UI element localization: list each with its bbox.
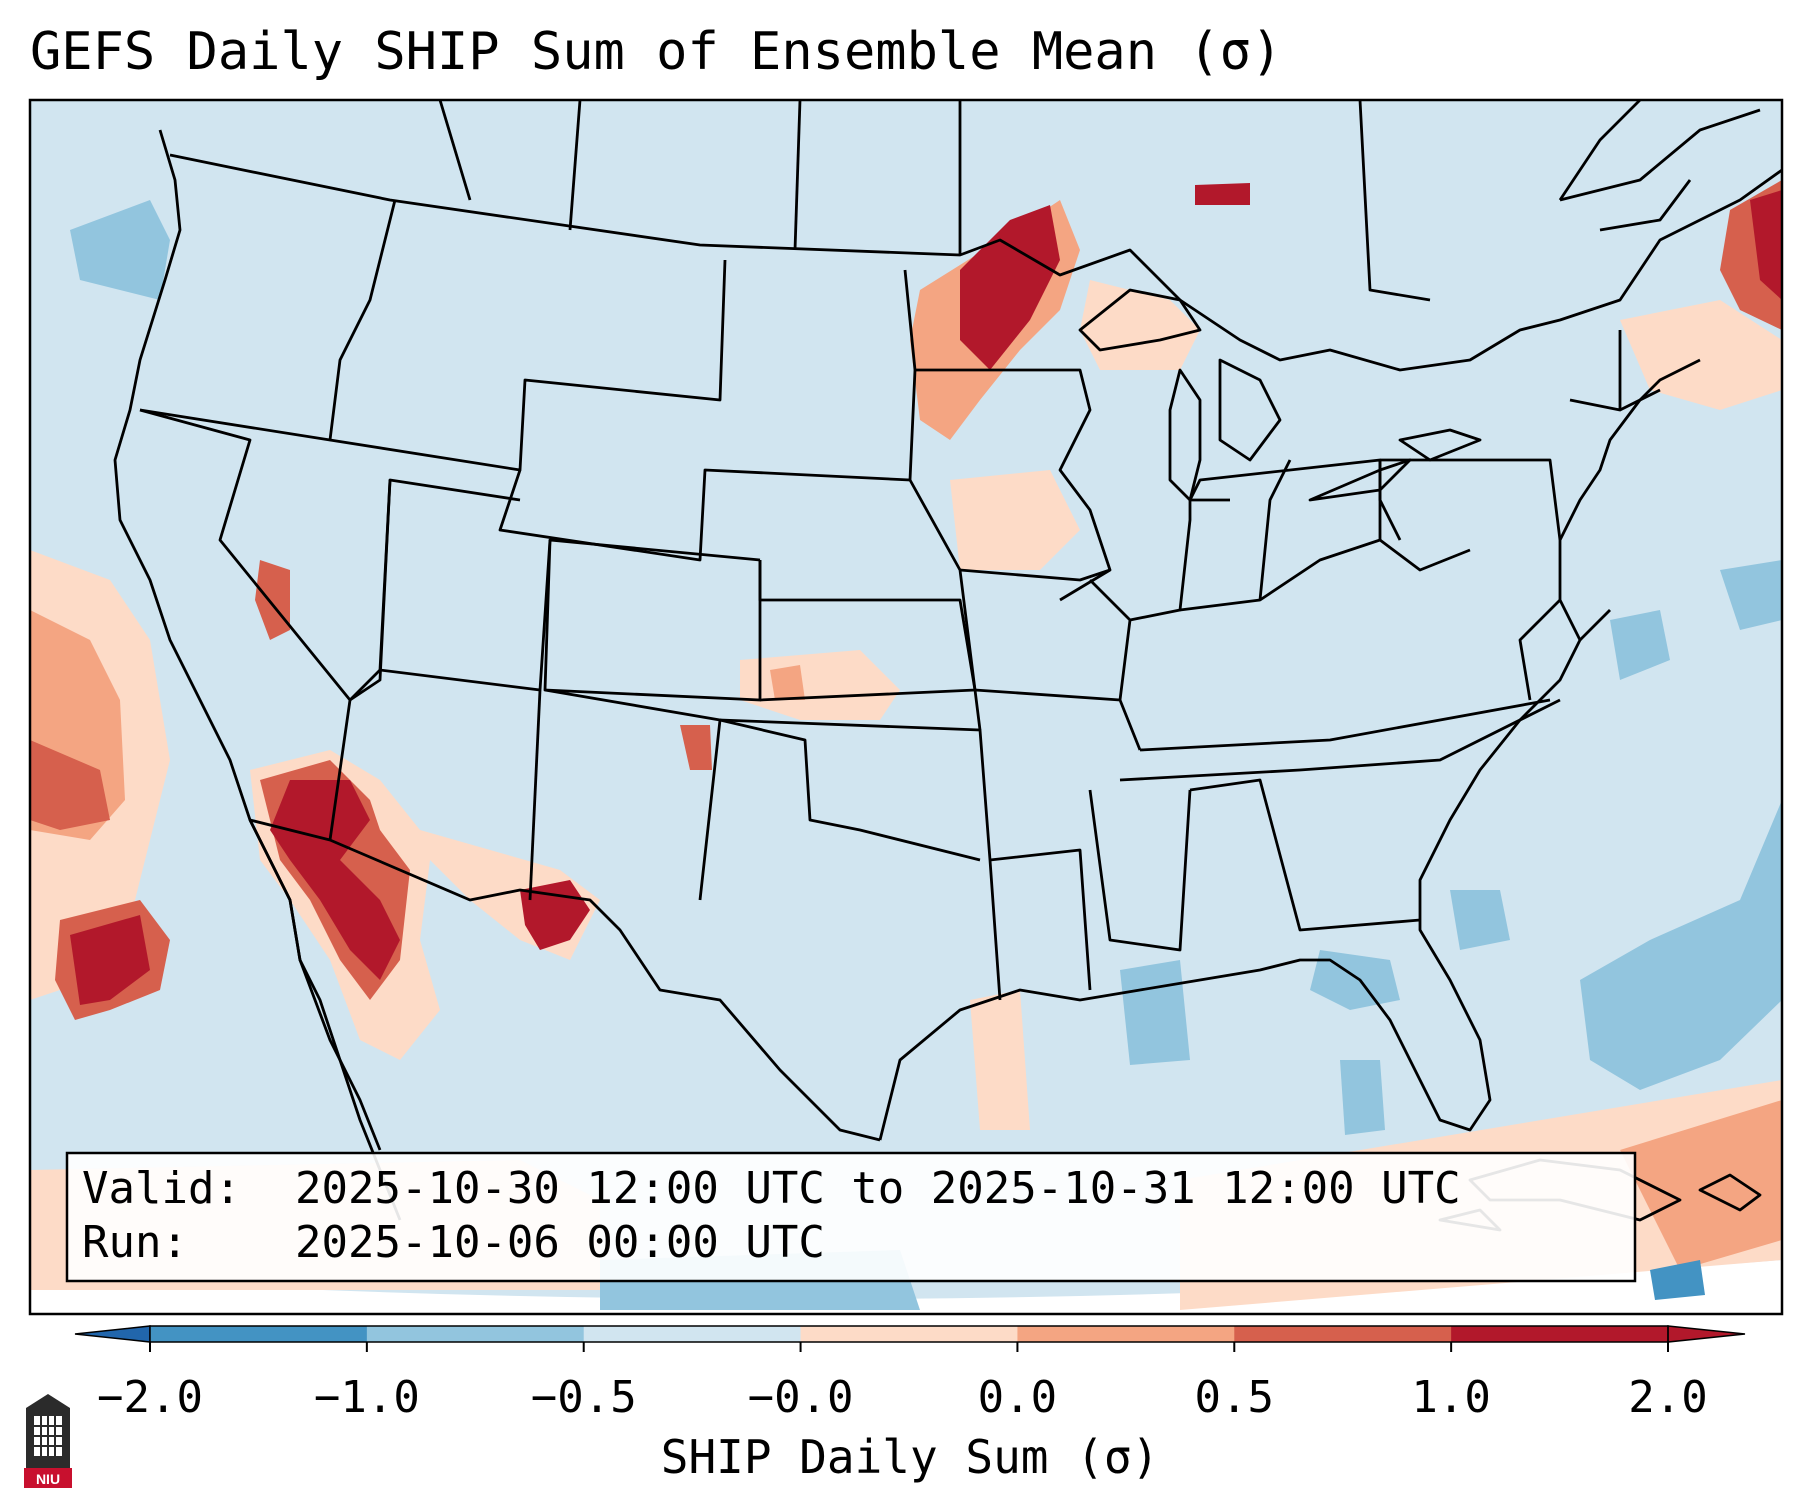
boundaries (113, 100, 1782, 1232)
west-coast (113, 129, 402, 1221)
colorbar: −2.0 −1.0 −0.5 −0.0 0.0 0.5 1.0 2.0 SHIP Daily … (74, 1325, 1746, 1484)
projection-edge (30, 1260, 1782, 1314)
map-area (30, 100, 1782, 1314)
colorbar-segment (1017, 1326, 1235, 1342)
patch-kansas (740, 650, 900, 720)
colorbar-tick-label: −0.5 (531, 1372, 637, 1423)
run-label: Run: (82, 1217, 188, 1268)
patch-nevada (255, 560, 290, 640)
patch-pacific-strong (30, 740, 110, 830)
colorbar-segment (583, 1326, 802, 1342)
valid-label: Valid: (82, 1163, 241, 1214)
colorbar-tick-label: 0.5 (1195, 1372, 1274, 1423)
map-title: GEFS Daily SHIP Sum of Ensemble Mean (σ) (30, 22, 1283, 82)
colorbar-segment (1451, 1326, 1669, 1342)
map-background (30, 100, 1782, 1314)
mexico-border (249, 818, 881, 1142)
colorbar-tick-label: −1.0 (314, 1372, 420, 1423)
colorbar-tick-label: −2.0 (97, 1372, 203, 1423)
patch-gulf-pos (970, 990, 1030, 1130)
patch-ontario (1195, 183, 1250, 205)
patch-atlantic-neg-1 (1720, 560, 1782, 630)
colorbar-tick-label: −0.0 (748, 1372, 854, 1423)
patch-gulf-neg (1310, 950, 1400, 1010)
patch-colorado-nm (680, 725, 712, 770)
logo-text: NIU (36, 1471, 60, 1487)
patch-maritimes (1620, 300, 1782, 410)
patch-pacific-max (70, 915, 150, 1005)
canada-border (169, 153, 1782, 372)
colorbar-frame (149, 1325, 1669, 1343)
colorbar-tick-label: 0.0 (978, 1372, 1057, 1423)
patch-iowa (950, 470, 1080, 570)
colorbar-segment (366, 1326, 585, 1342)
colorbar-label: SHIP Daily Sum (σ) (661, 1430, 1160, 1484)
colorbar-segment (800, 1326, 1018, 1342)
map-frame (28, 98, 1784, 1316)
colorbar-tick-label: 1.0 (1411, 1372, 1490, 1423)
niu-tower-icon: NIU (24, 1394, 72, 1488)
colorbar-tick-label: 2.0 (1628, 1372, 1707, 1423)
colorbar-extend-high (1667, 1325, 1746, 1343)
colorbar-segment (150, 1326, 368, 1342)
patch-atlantic-neg-2 (1580, 800, 1782, 1090)
east-coast (878, 358, 1701, 1141)
colorbar-extend-low (74, 1325, 151, 1343)
patch-northwest-neg (70, 200, 170, 300)
info-box: Valid: 2025-10-30 12:00 UTC to 2025-10-3… (65, 1151, 1637, 1283)
run-value: 2025-10-06 00:00 UTC (295, 1217, 825, 1268)
colorbar-segment (1234, 1326, 1452, 1342)
valid-value: 2025-10-30 12:00 UTC to 2025-10-31 12:00… (295, 1163, 1461, 1214)
patch-southwest-max (270, 780, 400, 980)
